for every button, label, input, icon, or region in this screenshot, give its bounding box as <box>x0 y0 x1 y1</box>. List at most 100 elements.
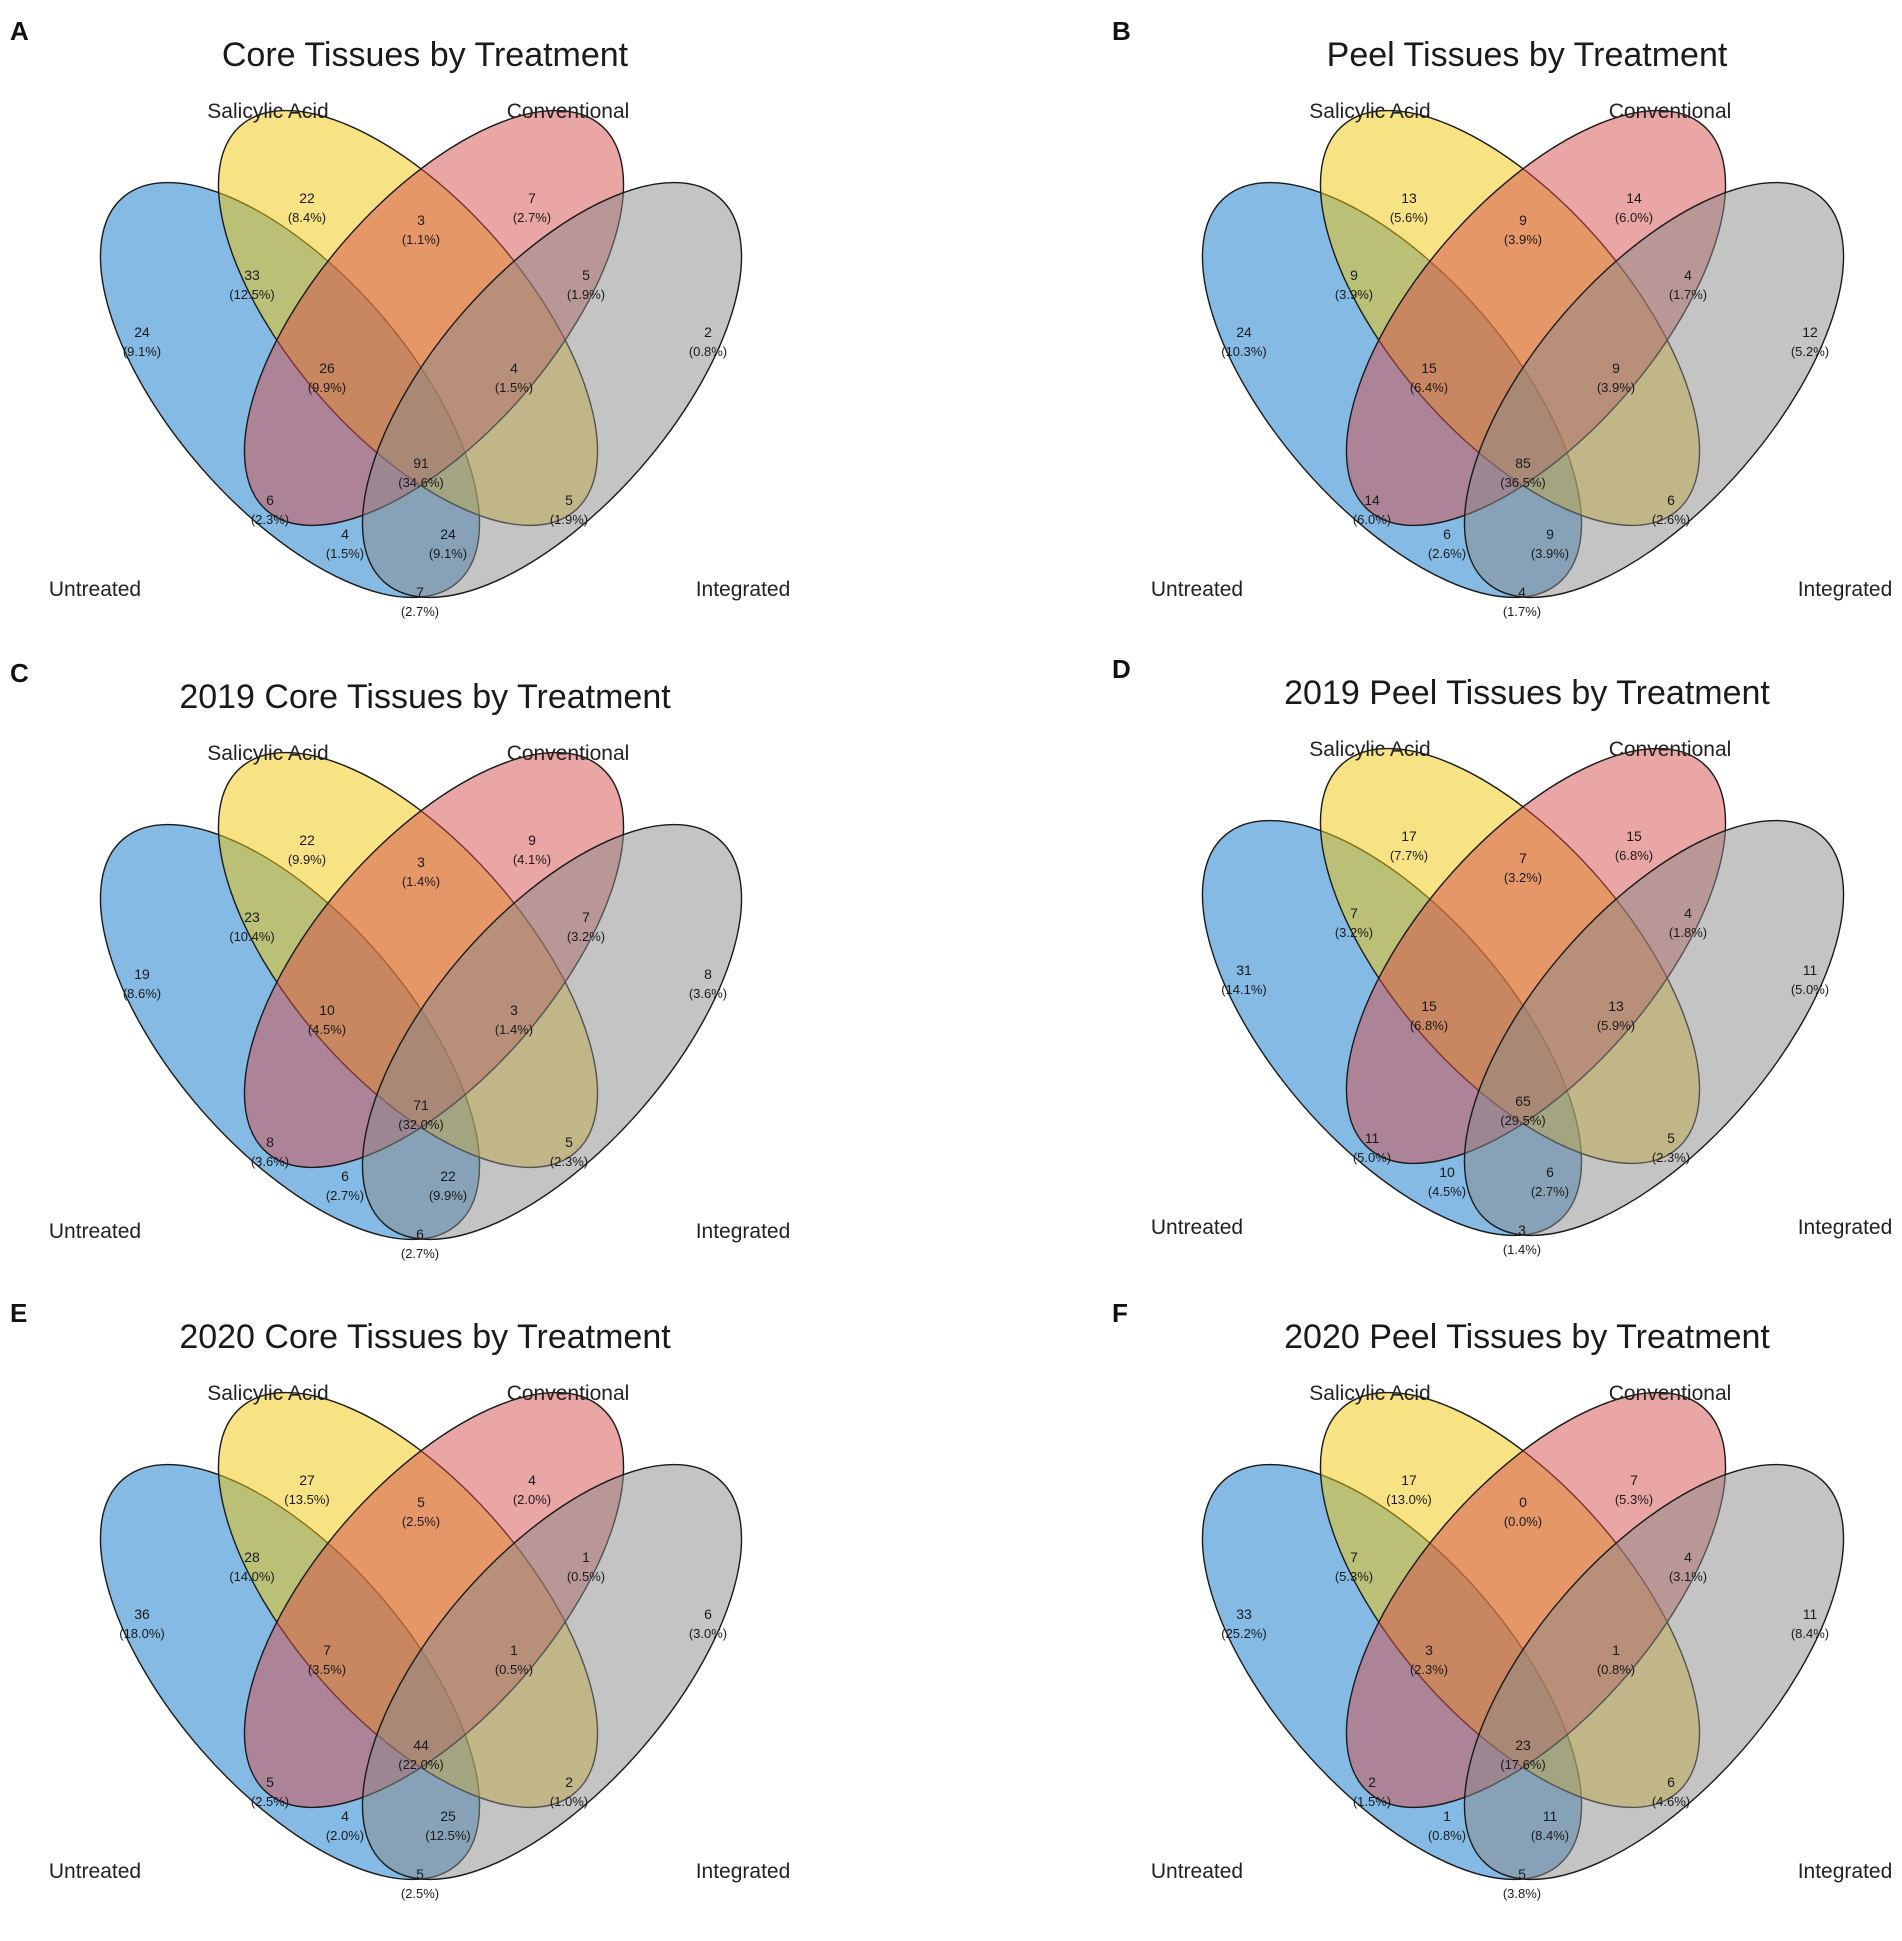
panel-letter: D <box>1112 654 1131 684</box>
region-count-usci: 44 <box>413 1737 429 1753</box>
region-percent-si: (2.3%) <box>550 1154 588 1169</box>
region-count-usci: 23 <box>1515 1737 1531 1753</box>
region-percent-sc: (1.1%) <box>402 232 440 247</box>
region-count-c: 7 <box>528 190 536 206</box>
set-label: Salicylic Acid <box>207 1382 328 1405</box>
region-count-us: 33 <box>244 267 260 283</box>
region-count-uc: 11 <box>1365 1130 1380 1146</box>
region-count-c: 15 <box>1626 828 1642 844</box>
set-label: Integrated <box>696 578 791 601</box>
region-percent-usi: (9.1%) <box>429 546 467 561</box>
region-percent-usc: (6.8%) <box>1410 1018 1448 1033</box>
region-count-uc: 6 <box>266 492 274 508</box>
region-count-c: 4 <box>528 1472 536 1488</box>
set-label: Integrated <box>696 1220 791 1243</box>
integrated-ellipse <box>361 823 743 1241</box>
region-count-usci: 65 <box>1515 1093 1531 1109</box>
set-label: Conventional <box>507 1382 630 1405</box>
region-count-s: 13 <box>1401 190 1417 206</box>
region-count-i: 11 <box>1803 962 1818 978</box>
region-count-sci: 1 <box>1612 1642 1620 1658</box>
region-count-us: 9 <box>1350 267 1358 283</box>
region-count-ui: 4 <box>1518 584 1526 600</box>
region-percent-uc: (3.6%) <box>251 1154 289 1169</box>
region-count-s: 17 <box>1401 1472 1417 1488</box>
venn-panel-d: D 2019 Peel Tissues by Treatment Untreated… <box>1112 654 1893 1257</box>
region-percent-uci: (1.5%) <box>326 546 364 561</box>
region-count-sci: 1 <box>510 1642 518 1658</box>
region-count-si: 6 <box>1667 1774 1675 1790</box>
region-count-c: 7 <box>1630 1472 1638 1488</box>
region-percent-ci: (1.9%) <box>567 287 605 302</box>
region-percent-c: (6.0%) <box>1615 210 1653 225</box>
region-percent-usci: (29.5%) <box>1500 1113 1546 1128</box>
region-count-usi: 24 <box>440 526 456 542</box>
region-percent-c: (2.0%) <box>513 1492 551 1507</box>
region-percent-si: (1.9%) <box>550 512 588 527</box>
set-label: Untreated <box>1151 578 1243 601</box>
region-percent-u: (18.0%) <box>119 1626 165 1641</box>
region-count-uc: 8 <box>266 1134 274 1150</box>
panel-letter: B <box>1112 16 1131 46</box>
region-count-i: 12 <box>1802 324 1818 340</box>
region-percent-ci: (1.7%) <box>1669 287 1707 302</box>
region-count-u: 24 <box>1236 324 1252 340</box>
region-percent-sci: (0.8%) <box>1597 1662 1635 1677</box>
panel-title: 2019 Peel Tissues by Treatment <box>1284 674 1770 712</box>
region-count-si: 6 <box>1667 492 1675 508</box>
region-count-c: 9 <box>528 832 536 848</box>
region-percent-usci: (22.0%) <box>398 1757 444 1772</box>
region-count-sc: 3 <box>417 854 425 870</box>
region-percent-uci: (2.0%) <box>326 1828 364 1843</box>
region-count-sci: 3 <box>510 1002 518 1018</box>
region-percent-c: (2.7%) <box>513 210 551 225</box>
region-count-sc: 3 <box>417 212 425 228</box>
region-percent-si: (1.0%) <box>550 1794 588 1809</box>
region-count-sc: 0 <box>1519 1494 1527 1510</box>
region-percent-sci: (1.5%) <box>495 380 533 395</box>
set-label: Integrated <box>1798 1216 1893 1239</box>
region-percent-usci: (36.5%) <box>1500 475 1546 490</box>
region-count-usi: 11 <box>1543 1808 1558 1824</box>
region-count-us: 28 <box>244 1549 260 1565</box>
region-count-sc: 7 <box>1519 850 1527 866</box>
region-percent-ui: (2.7%) <box>401 604 439 619</box>
region-count-i: 6 <box>704 1606 712 1622</box>
region-percent-s: (9.9%) <box>288 852 326 867</box>
region-count-uci: 6 <box>1443 526 1451 542</box>
set-label: Salicylic Acid <box>1309 100 1430 123</box>
region-percent-s: (5.6%) <box>1390 210 1428 225</box>
region-percent-si: (2.3%) <box>1652 1150 1690 1165</box>
region-count-usc: 7 <box>323 1642 331 1658</box>
panel-title: 2019 Core Tissues by Treatment <box>179 678 671 716</box>
region-percent-s: (8.4%) <box>288 210 326 225</box>
set-label: Integrated <box>1798 578 1893 601</box>
panel-letter: F <box>1112 1298 1128 1328</box>
region-count-us: 7 <box>1350 905 1358 921</box>
region-count-ui: 3 <box>1518 1222 1526 1238</box>
region-count-sci: 13 <box>1608 998 1624 1014</box>
region-percent-sci: (1.4%) <box>495 1022 533 1037</box>
set-label: Salicylic Acid <box>1309 1382 1430 1405</box>
region-count-usi: 22 <box>440 1168 456 1184</box>
region-count-u: 36 <box>134 1606 150 1622</box>
region-count-ci: 4 <box>1684 267 1692 283</box>
set-label: Conventional <box>507 742 630 765</box>
set-label: Integrated <box>1798 1860 1893 1883</box>
region-count-i: 8 <box>704 966 712 982</box>
region-percent-usi: (12.5%) <box>425 1828 471 1843</box>
region-count-usc: 10 <box>319 1002 335 1018</box>
region-count-us: 23 <box>244 909 260 925</box>
region-percent-us: (5.3%) <box>1335 1569 1373 1584</box>
panel-letter: A <box>10 16 29 46</box>
region-count-uci: 4 <box>341 1808 349 1824</box>
integrated-ellipse <box>361 181 743 599</box>
set-label: Untreated <box>1151 1860 1243 1883</box>
region-count-us: 7 <box>1350 1549 1358 1565</box>
region-count-ui: 5 <box>416 1866 424 1882</box>
set-label: Conventional <box>1609 738 1732 761</box>
region-percent-ui: (2.5%) <box>401 1886 439 1901</box>
region-count-ci: 4 <box>1684 905 1692 921</box>
region-percent-uci: (4.5%) <box>1428 1184 1466 1199</box>
set-label: Salicylic Acid <box>207 100 328 123</box>
